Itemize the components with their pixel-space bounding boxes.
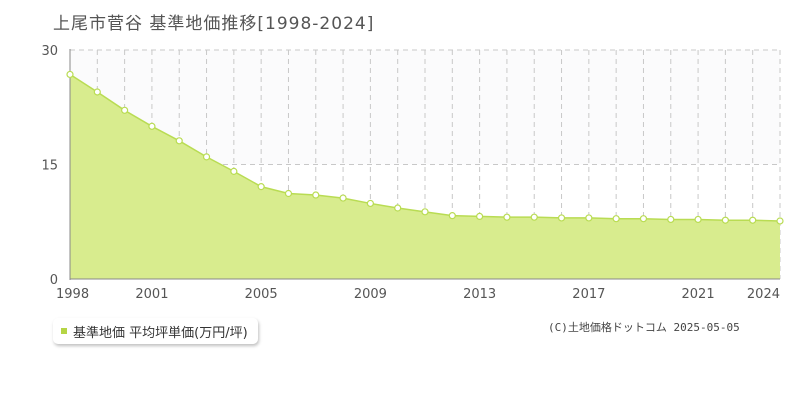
data-point: [776, 217, 784, 225]
x-tick-label: 2017: [572, 287, 605, 302]
x-tick-label: 2013: [463, 287, 496, 302]
data-point: [339, 194, 347, 202]
data-point: [312, 191, 320, 199]
data-point: [612, 215, 620, 223]
y-tick-label: 15: [41, 159, 58, 174]
x-tick-label: 2024: [747, 287, 780, 302]
legend-label: 基準地価 平均坪単価(万円/坪): [73, 325, 248, 341]
data-point: [257, 183, 265, 191]
data-point: [230, 167, 238, 175]
data-point: [421, 208, 429, 216]
data-point: [366, 199, 374, 208]
chart-title: 上尾市菅谷 基準地価推移[1998-2024]: [53, 14, 375, 34]
data-point: [202, 153, 211, 161]
series-area: [70, 74, 780, 279]
data-point: [503, 213, 511, 221]
data-point: [721, 216, 729, 224]
data-point: [394, 204, 402, 212]
data-point: [284, 189, 293, 198]
x-tick-label: 2021: [682, 287, 715, 302]
x-tick-label: 2005: [245, 287, 278, 302]
x-tick-label: 2001: [135, 287, 168, 302]
data-point: [667, 215, 675, 224]
copyright-notice: (C)土地価格ドットコム 2025-05-05: [548, 321, 740, 334]
y-tick-label: 30: [41, 44, 58, 59]
data-point: [476, 212, 484, 221]
data-point: [121, 106, 129, 114]
data-point: [749, 216, 757, 224]
x-tick-label: 2009: [354, 287, 387, 302]
data-point: [93, 88, 101, 96]
data-point: [557, 214, 566, 222]
data-point: [66, 70, 74, 79]
data-point: [694, 215, 702, 224]
y-tick-label: 0: [50, 273, 58, 288]
data-point: [175, 137, 183, 145]
data-point: [530, 213, 538, 221]
x-tick-label: 1998: [56, 287, 89, 302]
data-point: [448, 212, 456, 220]
data-point: [585, 214, 593, 222]
data-point: [148, 122, 156, 130]
data-point: [639, 215, 648, 223]
chart-legend: 基準地価 平均坪単価(万円/坪): [53, 318, 258, 344]
legend-swatch: [61, 328, 67, 334]
